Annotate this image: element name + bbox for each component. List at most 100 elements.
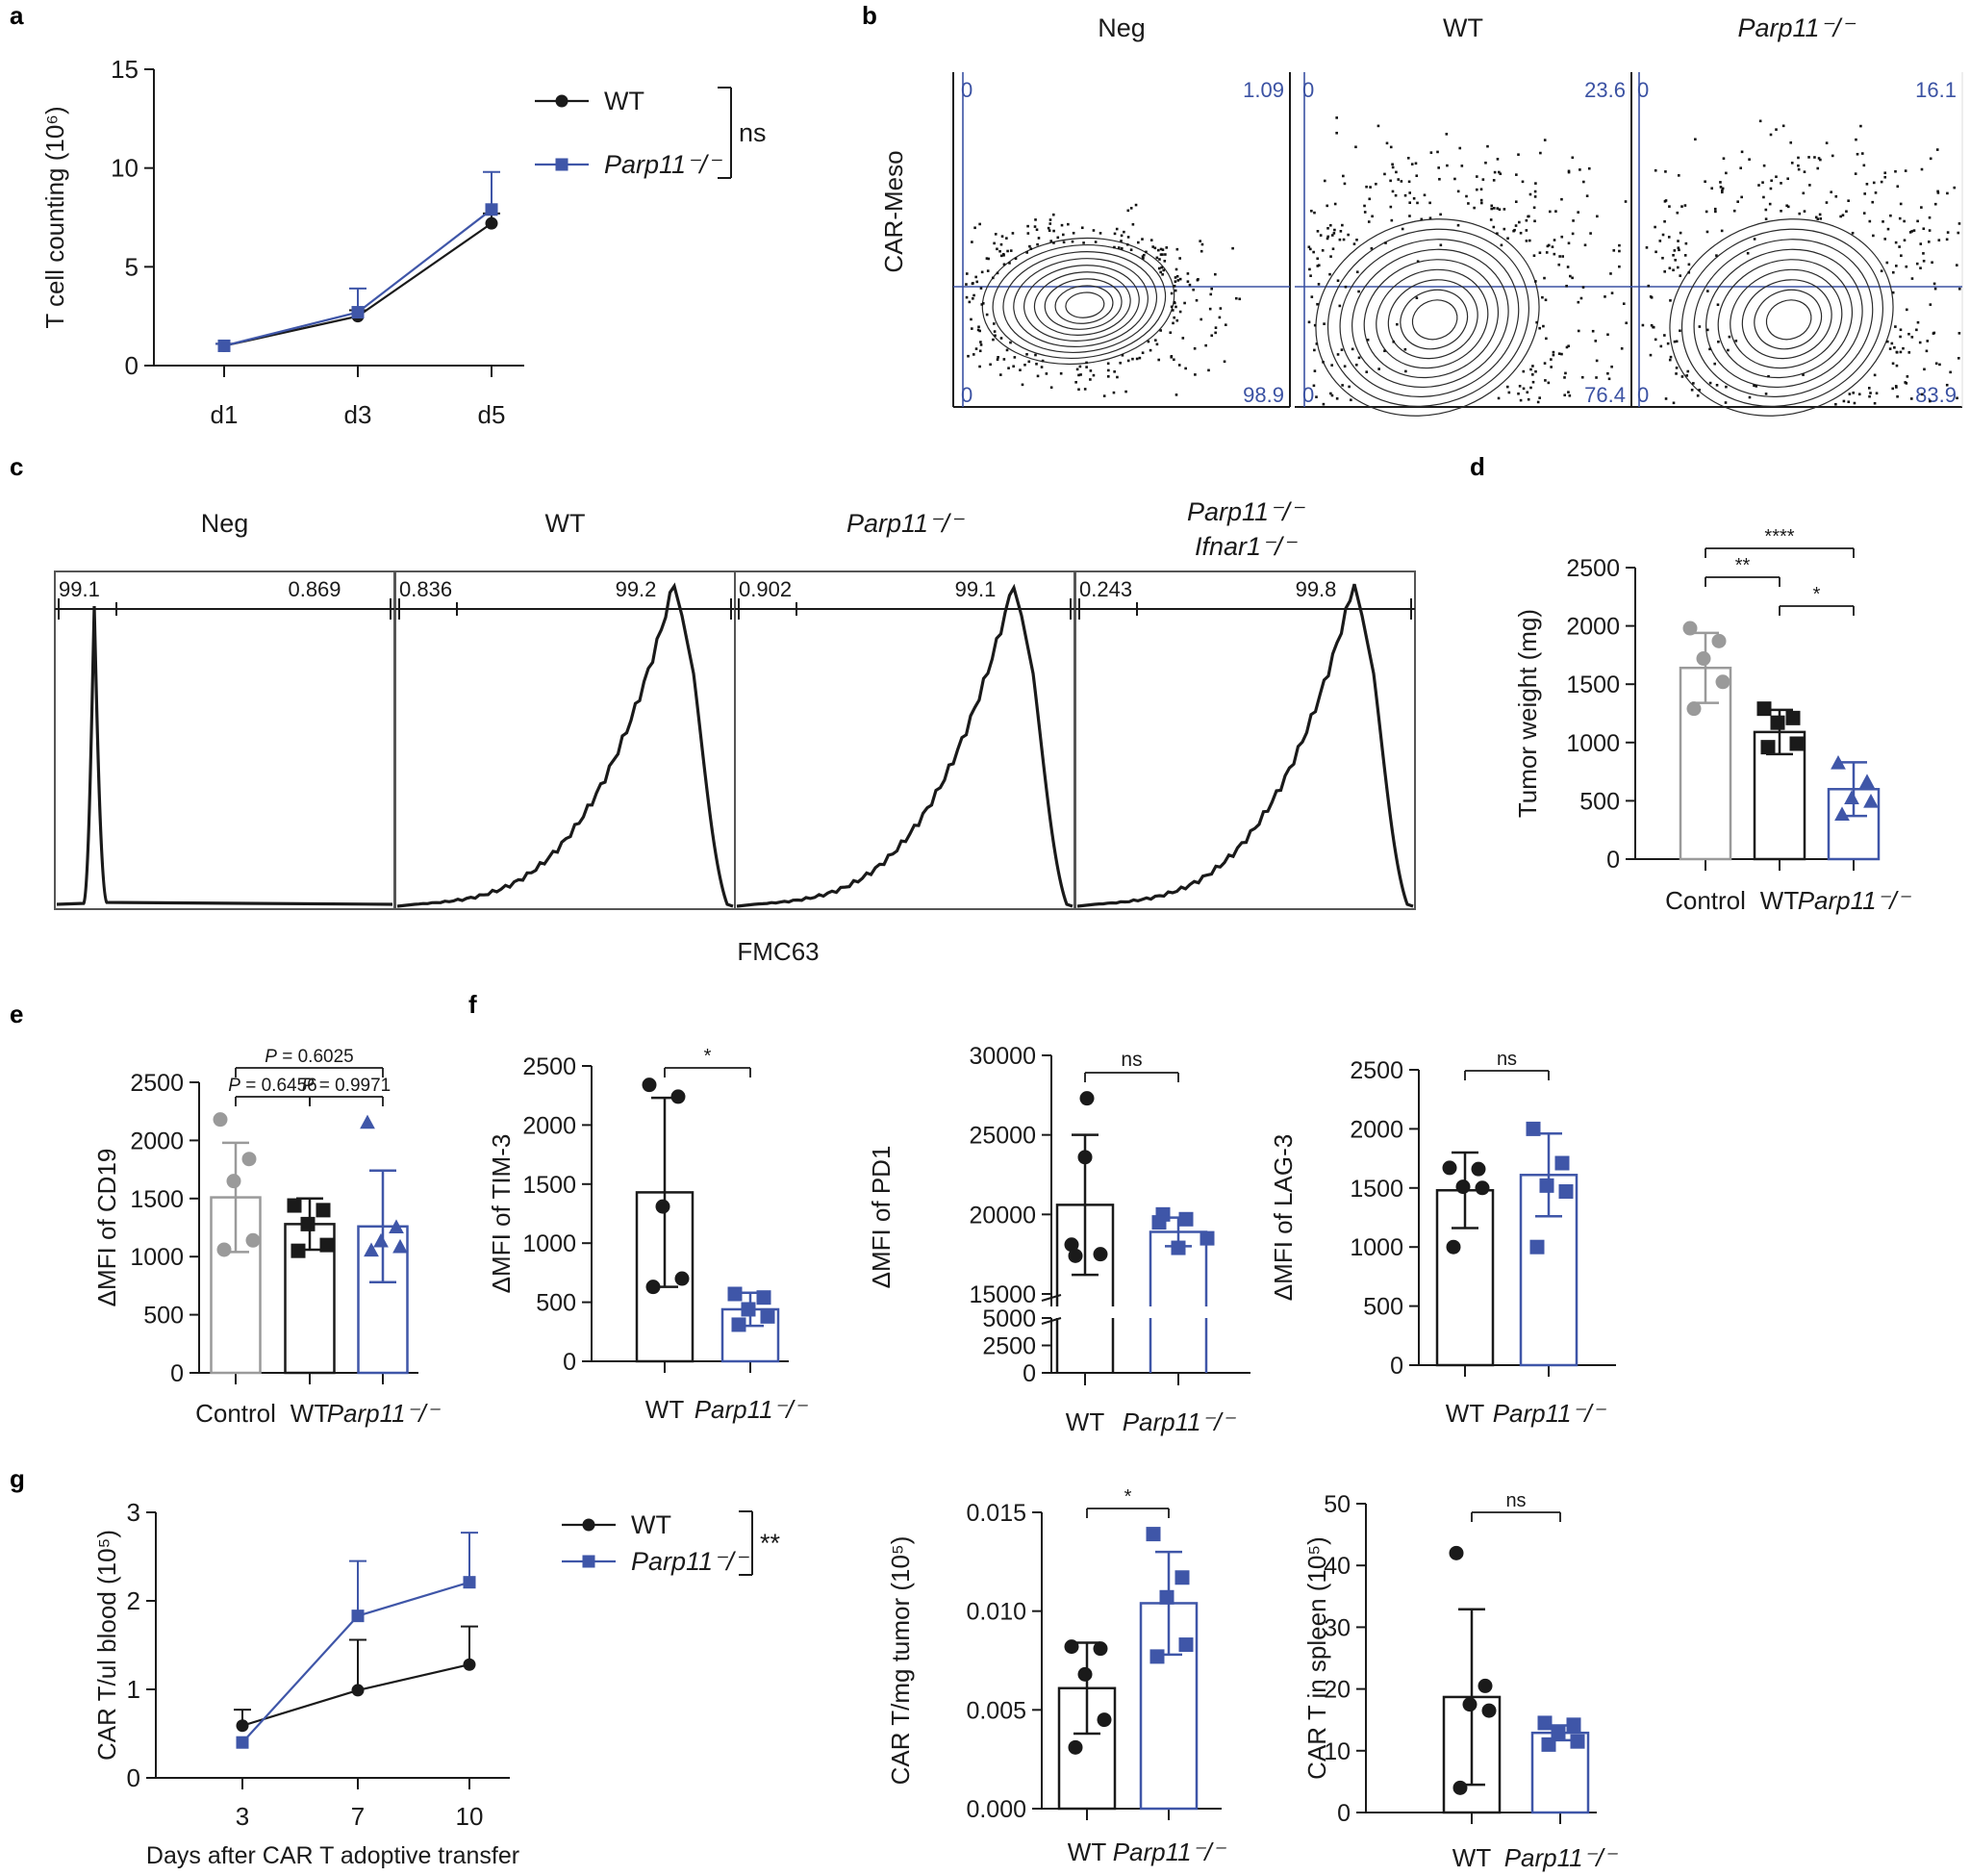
event-dot	[1071, 240, 1074, 243]
event-dot	[1129, 248, 1133, 252]
event-dot	[1891, 291, 1895, 294]
event-dot	[1400, 180, 1403, 183]
event-dot	[1932, 332, 1935, 335]
y-tick-label: 1500	[1350, 1176, 1403, 1203]
event-dot	[1467, 202, 1470, 205]
event-dot	[1518, 220, 1521, 224]
y-tick-label: 15	[111, 55, 139, 84]
event-dot	[1207, 368, 1210, 372]
event-dot	[1684, 241, 1688, 245]
data-point	[1146, 1527, 1161, 1542]
event-dot	[1308, 247, 1312, 251]
contour-line	[1730, 268, 1843, 369]
event-dot	[1618, 265, 1621, 268]
event-dot	[1317, 264, 1321, 267]
event-dot	[1933, 287, 1937, 291]
event-dot	[1645, 246, 1649, 249]
significance-label: ns	[739, 118, 767, 147]
event-dot	[1392, 340, 1396, 343]
event-dot	[1886, 227, 1890, 231]
event-dot	[1330, 393, 1334, 397]
significance-label: P = 0.9971	[302, 1076, 391, 1096]
event-dot	[1134, 203, 1138, 207]
event-dot	[1238, 297, 1242, 301]
event-dot	[1581, 286, 1585, 289]
event-dot	[1336, 353, 1340, 356]
x-tick-label: Parp11⁻/⁻	[1493, 1399, 1607, 1428]
event-dot	[1544, 379, 1547, 382]
event-dot	[1803, 170, 1806, 173]
event-dot	[1797, 156, 1800, 160]
event-dot	[1868, 219, 1872, 223]
event-dot	[1151, 245, 1154, 248]
event-dot	[1748, 395, 1752, 399]
x-tick-label: WT	[1068, 1838, 1107, 1866]
x-tick-label: Parp11⁻/⁻	[1123, 1407, 1237, 1436]
event-dot	[1672, 253, 1675, 257]
event-dot	[1650, 323, 1654, 327]
event-dot	[1698, 389, 1701, 392]
event-dot	[1577, 329, 1580, 333]
legend-label: Parp11⁻/⁻	[604, 150, 722, 179]
gate-right-value: 99.1	[955, 577, 997, 601]
event-dot	[1177, 364, 1181, 367]
data-point	[389, 1219, 404, 1233]
event-dot	[1898, 216, 1902, 220]
event-dot	[1120, 234, 1124, 238]
data-point	[1537, 1715, 1553, 1731]
event-dot	[1641, 323, 1645, 327]
event-dot	[1525, 229, 1528, 232]
event-dot	[1322, 361, 1325, 364]
event-dot	[1506, 237, 1509, 241]
data-point	[727, 1286, 743, 1302]
y-tick-label: 1000	[1350, 1234, 1403, 1261]
event-dot	[1931, 261, 1933, 265]
event-dot	[1005, 348, 1009, 352]
event-dot	[1541, 295, 1544, 299]
quadrant-ll: 0	[1637, 383, 1649, 407]
chart-g-blood: 0 1 2 3 3 7 10 CAR T/ul blood (10⁵) Days after C…	[92, 1498, 781, 1869]
data-point	[290, 1243, 306, 1258]
event-dot	[1489, 218, 1493, 221]
data-point	[1541, 1737, 1556, 1752]
y-tick-label: 0	[1337, 1800, 1351, 1827]
contour-line	[1765, 299, 1812, 341]
event-dot	[1920, 167, 1924, 171]
event-dot	[1153, 246, 1157, 250]
event-dot	[1410, 163, 1414, 165]
y-tick-label: 25000	[969, 1123, 1036, 1150]
event-dot	[1310, 209, 1313, 213]
event-dot	[1183, 301, 1186, 305]
event-dot	[1390, 218, 1394, 222]
contour-line	[1044, 278, 1123, 330]
event-dot	[1852, 392, 1856, 394]
event-dot	[1476, 175, 1478, 178]
event-dot	[1171, 309, 1174, 312]
histogram-curve	[56, 605, 393, 906]
event-dot	[978, 349, 982, 353]
event-dot	[1496, 232, 1499, 236]
data-point	[1539, 1178, 1554, 1193]
event-dot	[1946, 231, 1950, 234]
y-tick-label: 3	[127, 1498, 140, 1527]
event-dot	[1577, 300, 1580, 304]
event-dot	[985, 257, 989, 260]
y-tick-label: 15000	[969, 1281, 1036, 1308]
event-dot	[1326, 226, 1329, 230]
panel-letter-c: c	[10, 452, 23, 481]
event-dot	[1546, 244, 1550, 248]
event-dot	[1680, 375, 1684, 378]
event-dot	[1534, 182, 1537, 185]
event-dot	[1377, 368, 1380, 370]
event-dot	[1479, 198, 1483, 202]
event-dot	[1915, 262, 1919, 266]
event-dot	[1493, 170, 1497, 174]
event-dot	[986, 269, 990, 272]
contour-line	[1411, 299, 1458, 341]
event-dot	[1416, 201, 1419, 205]
significance-label: *	[1124, 1486, 1132, 1508]
event-dot	[1668, 266, 1672, 270]
event-dot	[1710, 187, 1714, 190]
event-dot	[1564, 371, 1567, 375]
event-dot	[1531, 365, 1534, 368]
